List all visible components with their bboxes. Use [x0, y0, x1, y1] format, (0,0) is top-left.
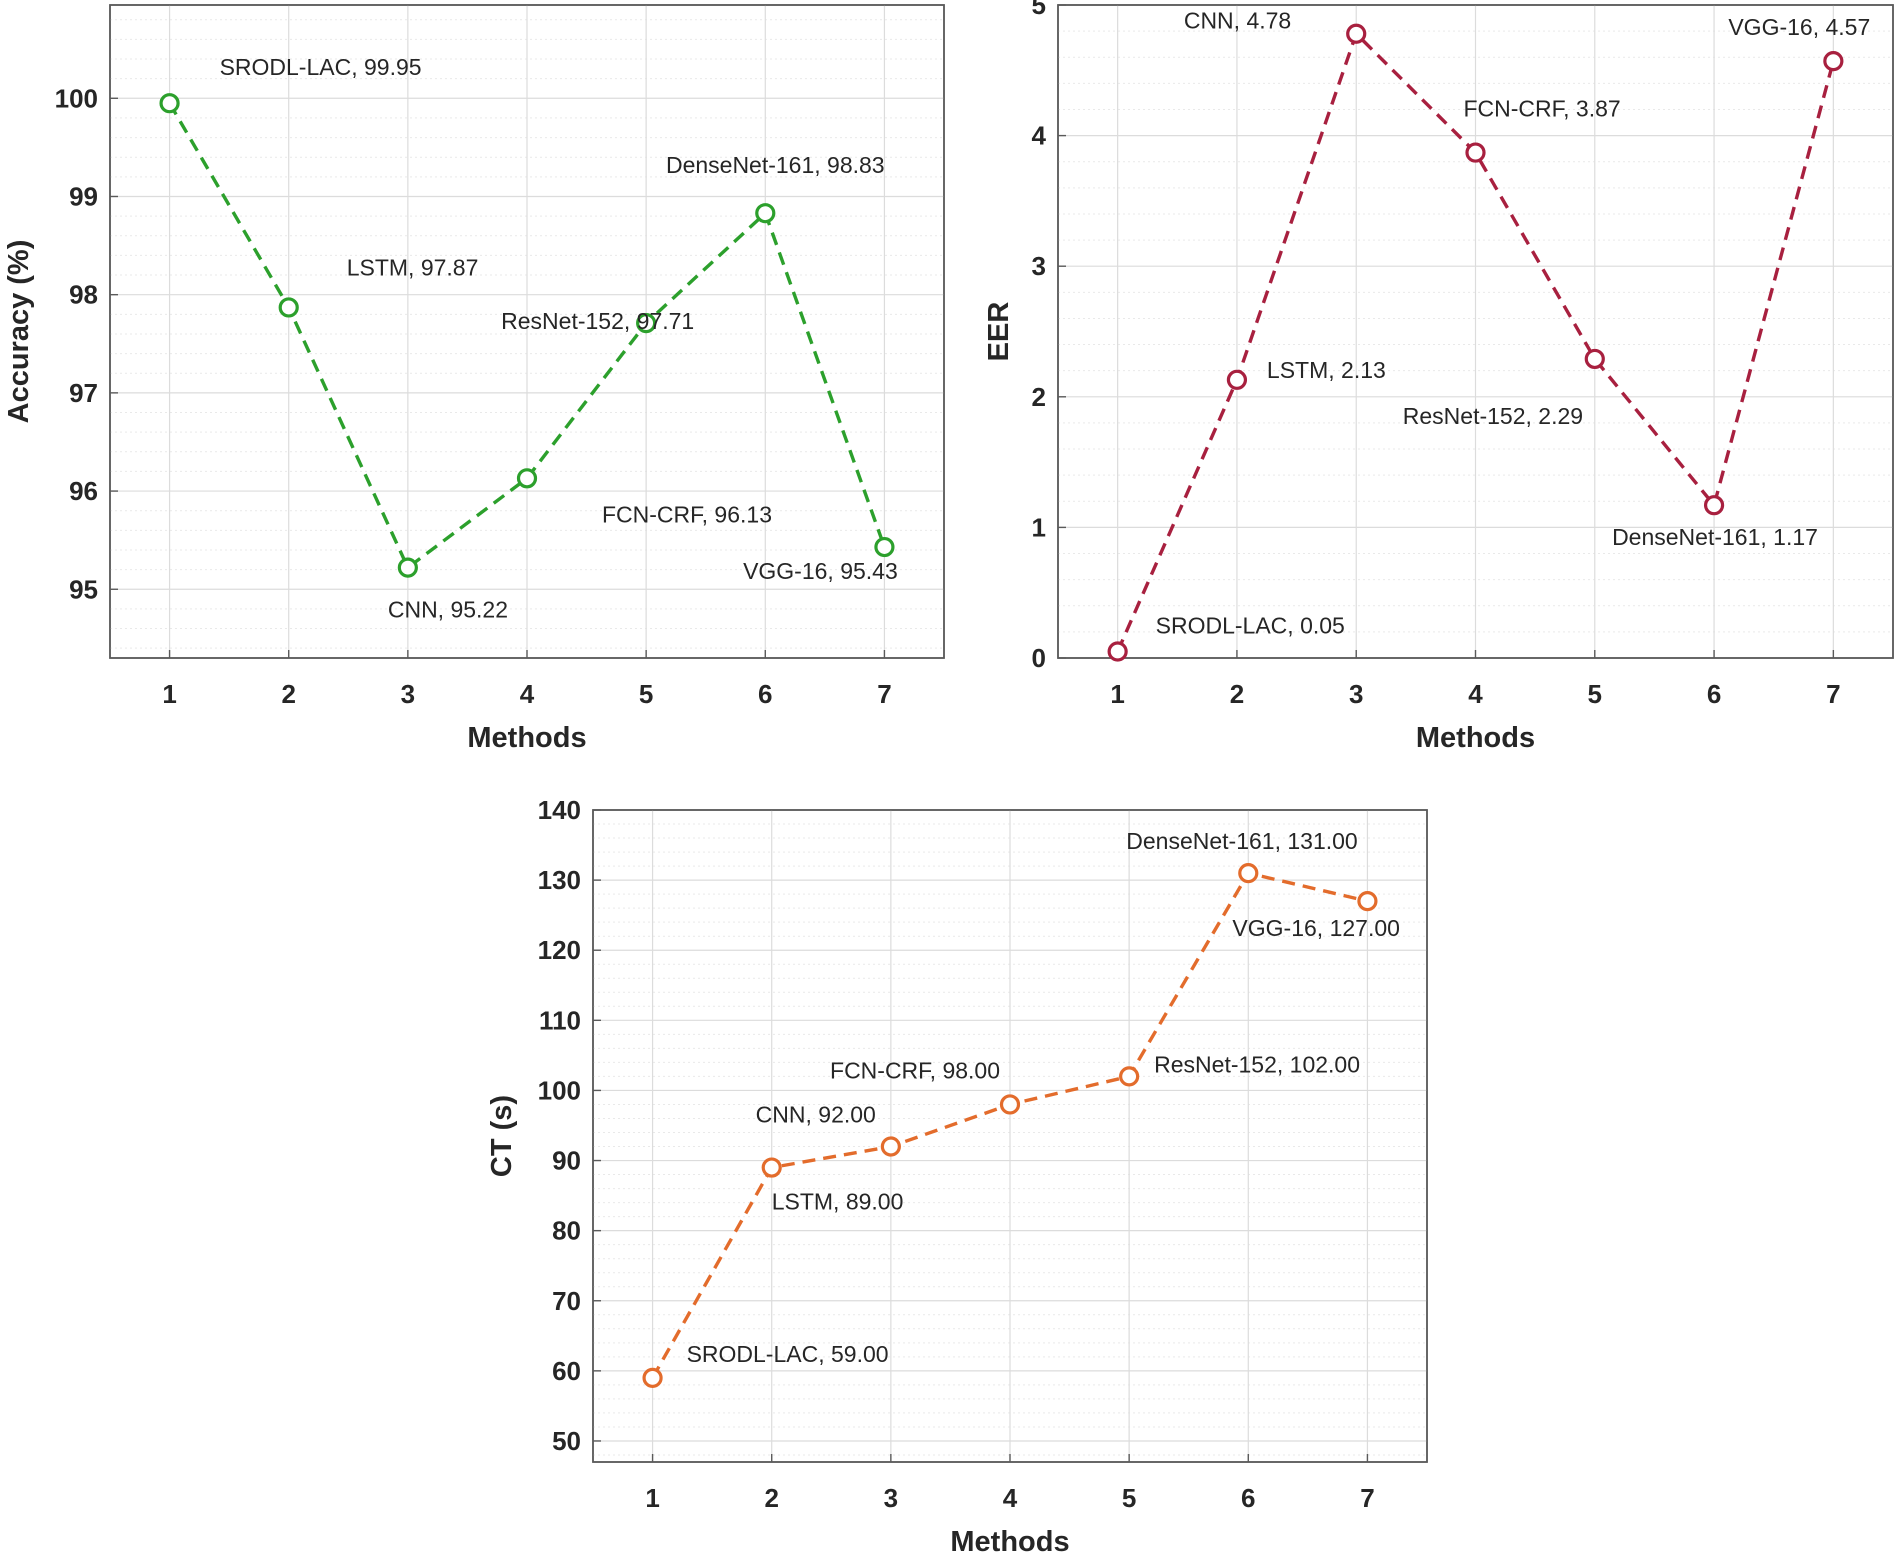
accuracy-data-point: [278, 297, 299, 318]
eer-x-tick-label: 1: [1110, 679, 1124, 709]
accuracy-axes-box: [109, 4, 945, 659]
eer-y-tick-label: 5: [1032, 0, 1046, 20]
eer-y-tick-label: 4: [1032, 121, 1047, 151]
ct-y-tick-label: 110: [539, 1005, 581, 1035]
accuracy-data-label: FCN-CRF, 96.13: [602, 501, 772, 527]
eer-x-tick-label: 3: [1349, 679, 1363, 709]
eer-data-label: DenseNet-161, 1.17: [1612, 524, 1818, 550]
ct-data-label: VGG-16, 127.00: [1232, 915, 1400, 941]
accuracy-data-label: ResNet-152, 97.71: [501, 308, 694, 334]
eer-data-label: LSTM, 2.13: [1267, 357, 1386, 383]
accuracy-y-tick-label: 96: [69, 476, 98, 506]
ct-y-tick-label: 100: [538, 1075, 581, 1105]
ct-x-tick-label: 6: [1241, 1483, 1255, 1513]
ct-data-point: [1238, 862, 1259, 884]
ct-data-label: LSTM, 89.00: [772, 1189, 904, 1215]
eer-x-axis-title: Methods: [1416, 722, 1535, 754]
accuracy-data-point: [874, 536, 895, 558]
accuracy-x-axis-title: Methods: [467, 722, 586, 754]
ct-data-point: [1357, 891, 1378, 912]
accuracy-y-tick-label: 99: [69, 181, 98, 211]
eer-x-tick-label: 6: [1707, 679, 1721, 709]
eer-data-point: [1584, 348, 1605, 370]
ct-y-tick-label: 70: [552, 1286, 581, 1316]
eer-y-tick-label: 2: [1032, 382, 1046, 412]
accuracy-data-label: LSTM, 97.87: [347, 254, 479, 280]
eer-data-label: ResNet-152, 2.29: [1403, 403, 1583, 429]
accuracy-y-tick-label: 95: [69, 574, 98, 604]
accuracy-data-label: CNN, 95.22: [388, 597, 508, 623]
eer-y-tick-label: 0: [1032, 643, 1046, 673]
eer-y-tick-label: 1: [1032, 512, 1046, 542]
ct-data-point: [1119, 1066, 1140, 1087]
eer-x-tick-label: 7: [1826, 679, 1840, 709]
eer-data-label: FCN-CRF, 3.87: [1464, 96, 1621, 122]
eer-x-tick-label: 2: [1230, 679, 1244, 709]
eer-data-point: [1465, 142, 1486, 163]
ct-y-tick-label: 60: [552, 1356, 581, 1386]
accuracy-data-point: [755, 203, 776, 224]
eer-data-label: VGG-16, 4.57: [1728, 14, 1870, 40]
ct-x-axis-title: Methods: [950, 1526, 1069, 1554]
accuracy-x-tick-label: 3: [401, 679, 415, 709]
chart-ct: 50 60 70 80 90 100 110 120 130 140 1 2 3 4 5 6 7 Methods C…: [486, 795, 1428, 1554]
accuracy-y-tick-label: 98: [69, 280, 98, 310]
ct-y-axis-title: CT (s): [486, 1095, 518, 1177]
accuracy-x-tick-label: 4: [520, 679, 535, 709]
eer-y-tick-label: 3: [1032, 251, 1046, 281]
accuracy-y-tick-label: 100: [55, 83, 98, 113]
eer-data-point: [1346, 23, 1367, 44]
accuracy-y-axis-title: Accuracy (%): [3, 240, 35, 424]
accuracy-data-point: [159, 93, 180, 114]
accuracy-data-point: [397, 557, 418, 578]
ct-x-tick-label: 1: [645, 1483, 659, 1513]
chart-eer: 0 1 2 3 4 5 1 2 3 4 5 6 7 Methods EER SRODL-LAC, 0.05 LS…: [983, 0, 1894, 754]
ct-y-tick-label: 90: [552, 1146, 581, 1176]
eer-data-label: SRODL-LAC, 0.05: [1156, 612, 1345, 638]
accuracy-x-tick-label: 2: [281, 679, 295, 709]
eer-data-label: CNN, 4.78: [1184, 8, 1291, 34]
ct-data-point: [642, 1367, 663, 1388]
accuracy-x-tick-label: 6: [758, 679, 772, 709]
ct-y-tick-label: 50: [552, 1426, 581, 1456]
accuracy-data-point: [636, 313, 657, 334]
accuracy-data-point: [516, 468, 538, 489]
eer-y-axis-title: EER: [983, 302, 1015, 362]
ct-x-tick-label: 5: [1122, 1483, 1136, 1513]
eer-data-point: [1823, 51, 1844, 72]
ct-data-label: SRODL-LAC, 59.00: [687, 1341, 889, 1367]
accuracy-x-tick-label: 5: [639, 679, 653, 709]
ct-x-tick-label: 4: [1003, 1483, 1018, 1513]
ct-axes-box: [592, 809, 1428, 1463]
eer-x-tick-label: 5: [1588, 679, 1602, 709]
eer-data-point: [1107, 641, 1128, 662]
ct-data-label: FCN-CRF, 98.00: [830, 1057, 1000, 1083]
accuracy-data-label: VGG-16, 95.43: [743, 558, 898, 584]
ct-data-point: [880, 1136, 901, 1157]
ct-y-tick-label: 140: [538, 795, 581, 825]
ct-data-point: [999, 1094, 1021, 1115]
ct-x-tick-label: 3: [884, 1483, 898, 1513]
accuracy-y-tick-label: 97: [69, 378, 98, 408]
accuracy-data-label: DenseNet-161, 98.83: [666, 152, 885, 178]
ct-y-tick-label: 80: [552, 1216, 581, 1246]
accuracy-x-tick-label: 7: [877, 679, 891, 709]
accuracy-data-label: SRODL-LAC, 99.95: [220, 54, 422, 80]
accuracy-x-tick-label: 1: [162, 679, 176, 709]
eer-x-tick-label: 4: [1468, 679, 1483, 709]
ct-data-point: [761, 1157, 782, 1178]
eer-data-point: [1226, 369, 1248, 390]
ct-data-label: ResNet-152, 102.00: [1154, 1051, 1360, 1077]
ct-y-tick-label: 120: [538, 935, 581, 965]
eer-data-point: [1703, 495, 1725, 516]
ct-data-label: DenseNet-161, 131.00: [1126, 828, 1357, 854]
chart-accuracy: 95 96 97 98 99 100 1 2 3 4 5 6 7 Methods Accuracy (%) S…: [3, 4, 945, 754]
ct-y-tick-label: 130: [538, 865, 581, 895]
ct-x-tick-label: 2: [764, 1483, 778, 1513]
eer-axes-box: [1057, 4, 1894, 659]
ct-x-tick-label: 7: [1360, 1483, 1374, 1513]
ct-data-label: CNN, 92.00: [756, 1102, 876, 1128]
